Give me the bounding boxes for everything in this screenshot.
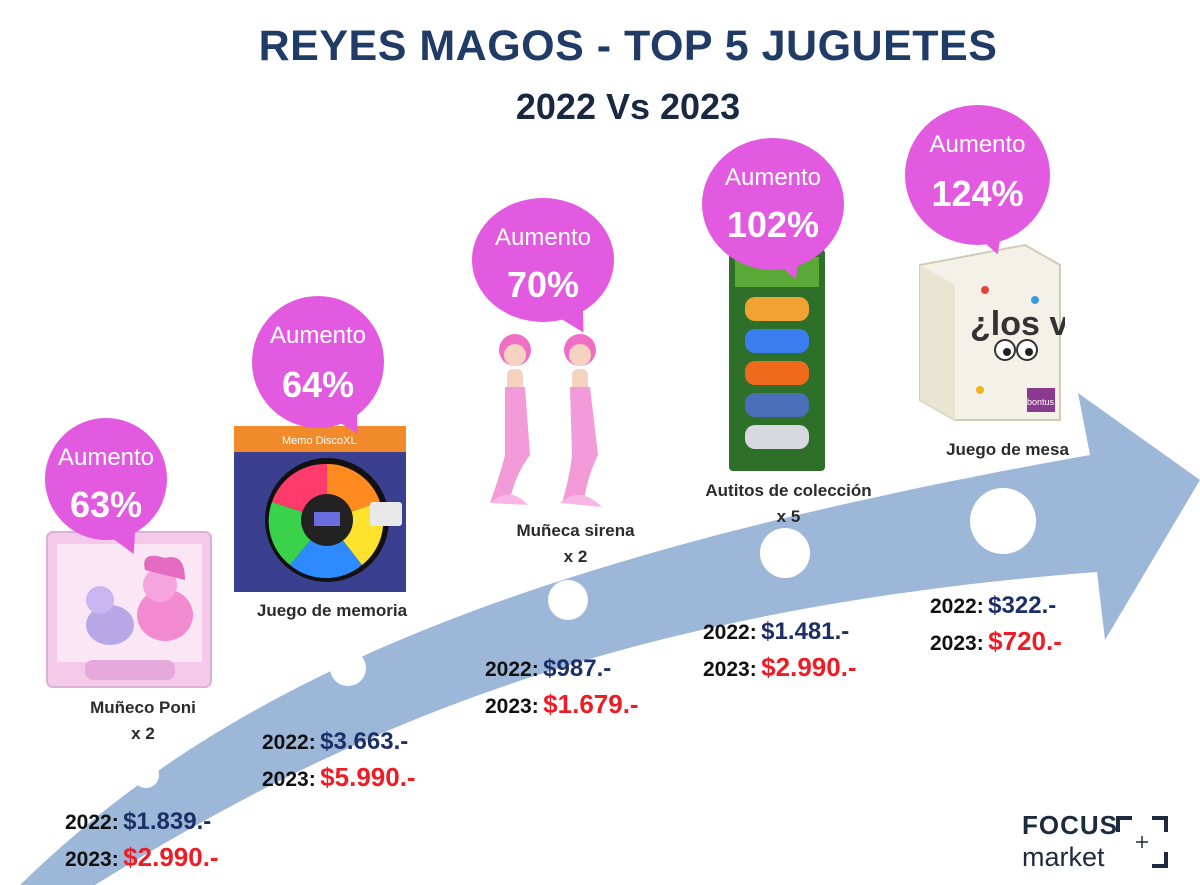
increase-percent: 63% — [69, 484, 143, 525]
increase-percent: 124% — [931, 173, 1024, 214]
increase-bubble: Aumento 102% — [702, 138, 844, 270]
product-label: Muñeco Poni x 2 — [68, 695, 218, 747]
pony-toy-image — [46, 531, 212, 688]
price-2022: $987.- — [543, 655, 612, 682]
price-block: 2022: $1.839.- 2023: $2.990.- — [65, 808, 219, 873]
year-2023-label: 2023: — [65, 848, 119, 871]
year-2022-label: 2022: — [485, 658, 539, 681]
bubble-label: Aumento — [929, 131, 1026, 158]
mermaid-dolls-image — [490, 334, 602, 507]
price-2023: $5.990.- — [320, 762, 416, 792]
board-game-box-text: ¿los ves? — [970, 305, 1065, 343]
bubble-label: Aumento — [494, 224, 592, 251]
product-name: Juego de mesa — [946, 440, 1069, 459]
product-label: Muñeca sirena x 2 — [488, 518, 663, 570]
product-qty: x 5 — [776, 507, 801, 526]
year-2023-label: 2023: — [262, 768, 316, 791]
year-2022-label: 2022: — [65, 811, 119, 834]
year-2023-label: 2023: — [930, 632, 984, 655]
product-label: Juego de mesa — [920, 437, 1095, 463]
price-2022: $3.663.- — [320, 728, 409, 755]
memory-game-box-text: Memo DiscoXL — [282, 435, 357, 447]
page-title: REYES MAGOS - TOP 5 JUGUETES — [258, 22, 998, 70]
product-name: Muñeco Poni — [90, 698, 196, 717]
increase-percent: 64% — [281, 364, 355, 405]
increase-percent: 70% — [506, 264, 580, 305]
product-qty: x 2 — [563, 547, 588, 566]
price-2023: $720.- — [988, 626, 1062, 656]
increase-bubble: Aumento 70% — [472, 198, 614, 322]
board-game-image: ¿los ves? bontus — [919, 243, 1065, 421]
logo-frame-icon — [1116, 816, 1168, 868]
year-2023-label: 2023: — [703, 658, 757, 681]
trend-arrow-shape — [20, 393, 1200, 885]
bubble-label: Aumento — [57, 444, 155, 471]
board-game-brand-text: bontus — [1027, 397, 1055, 407]
product-label: Autitos de colección x 5 — [686, 478, 891, 530]
timeline-dot — [330, 650, 366, 686]
price-block: 2022: $1.481.- 2023: $2.990.- — [703, 618, 857, 683]
year-2022-label: 2022: — [703, 621, 757, 644]
product-name: Juego de memoria — [256, 601, 408, 620]
product-qty: x 2 — [131, 724, 155, 743]
bubble-label: Aumento — [724, 164, 822, 191]
increase-bubble: Aumento 124% — [905, 105, 1050, 245]
price-block: 2022: $987.- 2023: $1.679.- — [485, 655, 639, 720]
product-label: Juego de memoria — [232, 598, 432, 624]
timeline-dot — [133, 762, 159, 788]
product-name: Muñeca sirena — [516, 521, 635, 540]
timeline-dot — [970, 488, 1036, 554]
price-2022: $1.481.- — [761, 618, 850, 645]
logo-line2: market — [1022, 842, 1105, 872]
timeline-dot — [548, 580, 588, 620]
year-2022-label: 2022: — [262, 731, 316, 754]
page-subtitle: 2022 Vs 2023 — [515, 86, 741, 127]
increase-bubble: Aumento 64% — [252, 296, 384, 428]
memory-game-image: Memo DiscoXL — [234, 426, 406, 592]
year-2023-label: 2023: — [485, 695, 539, 718]
logo-line1: FOCUS — [1022, 810, 1118, 840]
toy-cars-image — [729, 249, 825, 471]
timeline-dot — [760, 528, 810, 578]
increase-bubble: Aumento 63% — [45, 418, 167, 540]
price-2023: $2.990.- — [761, 652, 857, 682]
product-name: Autitos de colección — [705, 481, 872, 500]
price-2023: $2.990.- — [123, 842, 219, 872]
year-2022-label: 2022: — [930, 595, 984, 618]
price-2023: $1.679.- — [543, 689, 639, 719]
price-block: 2022: $322.- 2023: $720.- — [930, 592, 1062, 657]
price-block: 2022: $3.663.- 2023: $5.990.- — [262, 728, 416, 793]
bubble-label: Aumento — [269, 322, 367, 349]
focus-market-logo: FOCUS market — [1022, 810, 1182, 872]
increase-percent: 102% — [726, 204, 820, 245]
price-2022: $1.839.- — [123, 808, 212, 835]
price-2022: $322.- — [988, 592, 1057, 619]
